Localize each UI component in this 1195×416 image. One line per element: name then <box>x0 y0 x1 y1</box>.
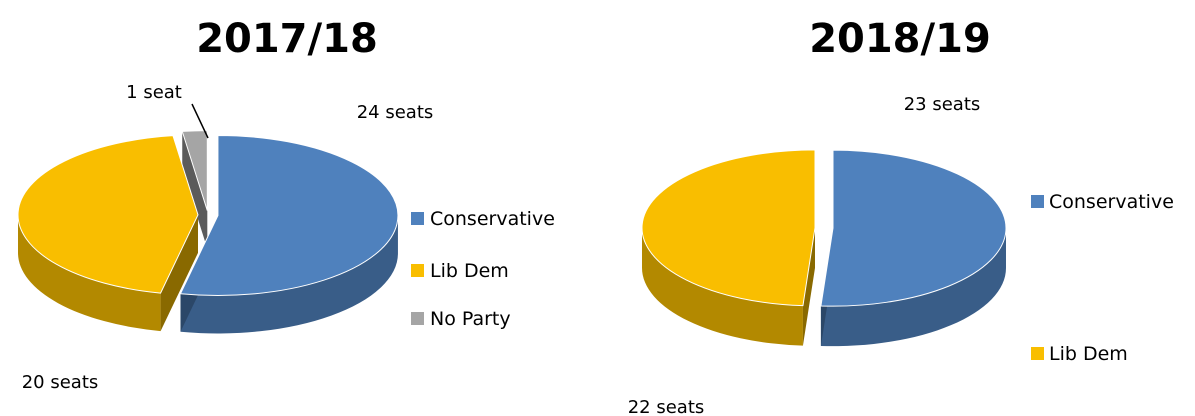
pie-slice-side-lib-dem <box>642 227 803 346</box>
legend-2018-19: Conservative Lib Dem <box>1031 191 1174 365</box>
pie-slice-conservative <box>820 149 1007 307</box>
legend-label-libdem: Lib Dem <box>430 260 509 282</box>
pie-chart-2017-18: 2017/18 24 seats 20 seats 1 seat Conserv… <box>17 16 555 393</box>
pie-chart-2018-19: 2018/19 23 seats 22 seats Conservative L… <box>628 16 1174 416</box>
data-label-conservative-2018-19: 23 seats <box>904 94 981 115</box>
data-label-conservative-2017-18: 24 seats <box>357 102 434 123</box>
chart-title-2017-18: 2017/18 <box>196 16 378 62</box>
pie-slice-cut-lib-dem-0 <box>160 214 199 332</box>
pie-slice-side-conservative <box>180 215 398 334</box>
pie-2017-18 <box>17 130 399 334</box>
legend-item-libdem: Lib Dem <box>411 260 509 282</box>
pie-slice-conservative <box>179 134 399 296</box>
legend-item-libdem-2018-19: Lib Dem <box>1031 343 1128 365</box>
legend-item-conservative-2018-19: Conservative <box>1031 191 1174 213</box>
pie-2018-19 <box>641 149 1007 347</box>
legend-swatch-libdem-2018-19 <box>1031 347 1044 360</box>
chart-title-2018-19: 2018/19 <box>809 16 991 62</box>
legend-item-noparty: No Party <box>411 308 511 330</box>
legend-label-conservative-2018-19: Conservative <box>1049 191 1174 213</box>
pie-slice-side-conservative <box>820 228 1006 347</box>
pie-slice-lib-dem <box>641 149 816 307</box>
legend-swatch-conservative <box>411 212 424 225</box>
data-label-libdem-2018-19: 22 seats <box>628 397 705 416</box>
pie-slice-side-lib-dem <box>18 214 161 332</box>
legend-swatch-conservative-2018-19 <box>1031 195 1044 208</box>
legend-2017-18: Conservative Lib Dem No Party <box>411 208 555 330</box>
pie-slice-no-party <box>181 130 208 211</box>
legend-swatch-libdem <box>411 264 424 277</box>
pie-slice-lib-dem <box>17 135 199 294</box>
data-label-libdem-2017-18: 20 seats <box>22 372 99 393</box>
leader-line-noparty <box>191 103 209 139</box>
pie-slice-cut-lib-dem-0 <box>802 227 816 346</box>
legend-label-noparty: No Party <box>430 308 511 330</box>
pie-slice-cut-no-party-0 <box>182 131 208 249</box>
legend-item-conservative: Conservative <box>411 208 555 230</box>
legend-label-libdem-2018-19: Lib Dem <box>1049 343 1128 365</box>
legend-label-conservative: Conservative <box>430 208 555 230</box>
legend-swatch-noparty <box>411 312 424 325</box>
data-label-noparty-2017-18: 1 seat <box>126 82 182 103</box>
